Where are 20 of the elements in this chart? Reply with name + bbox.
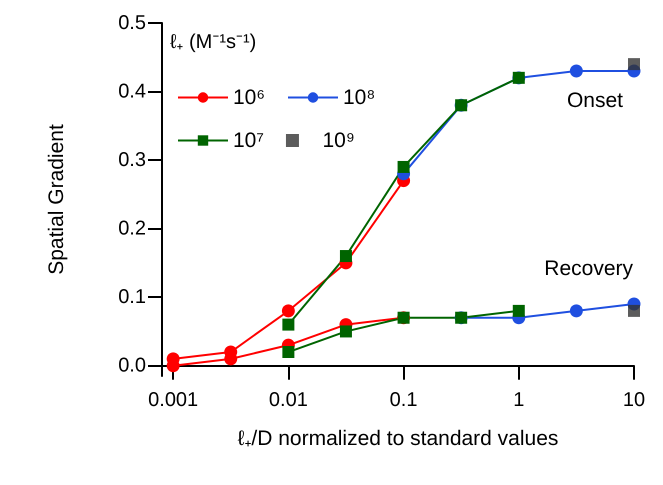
legend-title: ℓ₊ (M⁻¹s⁻¹) [170,31,256,53]
y-tick-label: 0.0 [118,354,146,377]
x-tick-label: 0.1 [390,389,418,411]
x-axis-title: ℓ₊/D normalized to standard values [238,427,558,450]
x-tick-label: 0.01 [268,389,308,411]
y-tick-label: 0.4 [118,80,146,103]
legend-label: 10⁸ [343,86,376,109]
legend-label: 10⁹ [322,129,355,152]
annotation: Onset [566,89,624,112]
legend-label: 10⁶ [233,86,266,109]
y-tick-label: 0.1 [118,286,146,308]
y-tick-label: 0.2 [118,218,146,240]
annotation: Recovery [544,257,634,280]
y-axis-title: Spatial Gradient [45,124,68,275]
y-tick-label: 0.3 [118,149,146,172]
x-tick-label: 1 [513,389,524,411]
y-tick-label: 0.5 [118,12,146,34]
x-tick-label: 0.001 [148,389,198,411]
legend-label: 10⁷ [233,129,264,152]
x-tick-label: 10 [622,389,646,411]
